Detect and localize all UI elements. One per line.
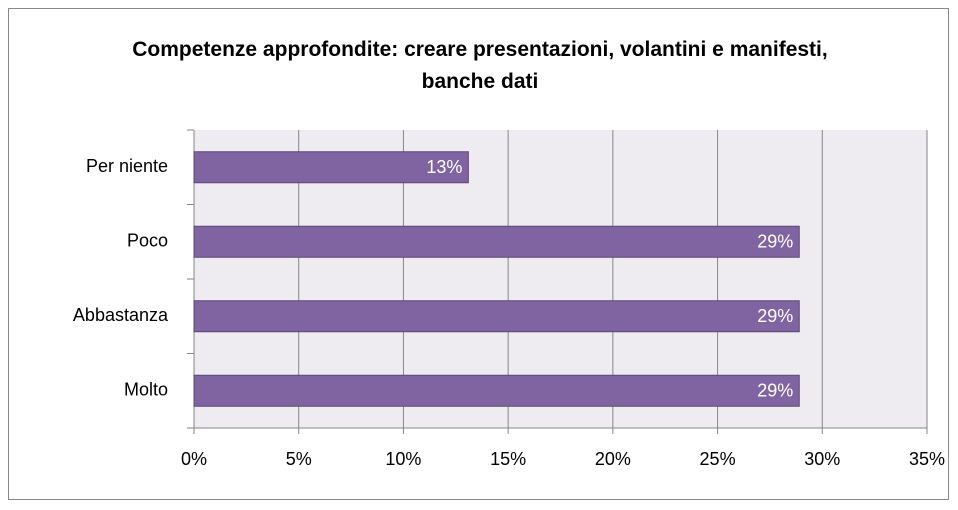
x-tick-label: 15% [490,449,526,469]
y-tick-label: Per niente [86,156,168,176]
x-tick-label: 5% [286,449,312,469]
chart-title: Competenze approfondite: creare presenta… [132,38,828,93]
y-tick-label: Poco [127,231,168,251]
x-tick-label: 0% [181,449,207,469]
x-tick-label: 20% [595,449,631,469]
x-tick-label: 10% [385,449,421,469]
x-tick-label: 25% [700,449,736,469]
data-label: 29% [757,306,793,326]
y-tick-label: Molto [124,380,168,400]
data-label: 29% [757,381,793,401]
x-tick-label: 30% [804,449,840,469]
x-tick-label: 35% [909,449,945,469]
bar [193,374,800,407]
data-label: 29% [757,232,793,252]
y-tick-label: Abbastanza [73,305,169,325]
data-label: 13% [426,157,462,177]
bar [193,151,469,184]
bar [193,300,800,333]
bar [193,225,800,258]
